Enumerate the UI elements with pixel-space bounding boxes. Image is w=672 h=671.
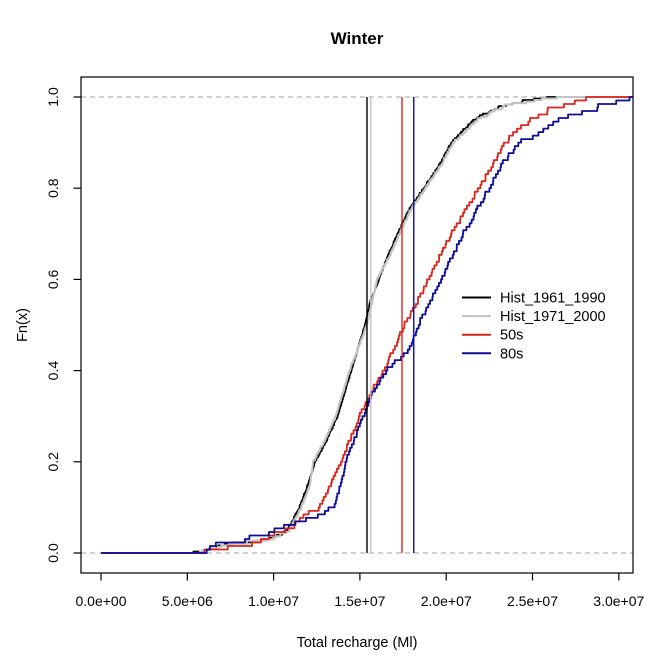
y-tick-label: 0.8	[45, 178, 61, 198]
y-tick-label: 0.0	[45, 543, 61, 563]
x-tick-label: 2.5e+07	[507, 593, 558, 609]
x-axis-title: Total recharge (Ml)	[297, 635, 418, 651]
x-tick-label: 3.0e+07	[593, 593, 644, 609]
x-tick-label: 1.0e+07	[248, 593, 299, 609]
mean-vertical-lines	[366, 97, 415, 553]
y-tick-label: 0.6	[45, 269, 61, 289]
ecdf-curves	[101, 96, 633, 554]
legend-label-Hist_1961_1990: Hist_1961_1990	[500, 291, 606, 307]
x-axis: 0.0e+00 5.0e+06 1.0e+07 1.5e+07 2.0e+07 2.5e+…	[76, 573, 645, 609]
ecdf-curve-50s	[101, 96, 633, 554]
y-tick-label: 0.2	[45, 452, 61, 472]
x-tick-label: 1.5e+07	[334, 593, 385, 609]
legend-label-Hist_1971_2000: Hist_1971_2000	[500, 309, 606, 325]
legend: Hist_1961_1990 Hist_1971_2000 50s 80s	[462, 291, 606, 362]
chart-title: Winter	[331, 29, 384, 48]
x-tick-label: 0.0e+00	[76, 593, 127, 609]
y-tick-label: 0.4	[45, 361, 61, 381]
legend-label-80s: 80s	[500, 346, 523, 362]
legend-label-50s: 50s	[500, 328, 523, 344]
ecdf-curve-80s	[101, 96, 633, 554]
x-tick-label: 5.0e+06	[162, 593, 213, 609]
y-axis-title: Fn(x)	[15, 308, 31, 342]
y-tick-label: 1.0	[45, 87, 61, 107]
plot-box	[80, 76, 634, 574]
y-axis: 0.0 0.2 0.4 0.6 0.8 1.0	[45, 87, 81, 563]
x-tick-label: 2.0e+07	[421, 593, 472, 609]
